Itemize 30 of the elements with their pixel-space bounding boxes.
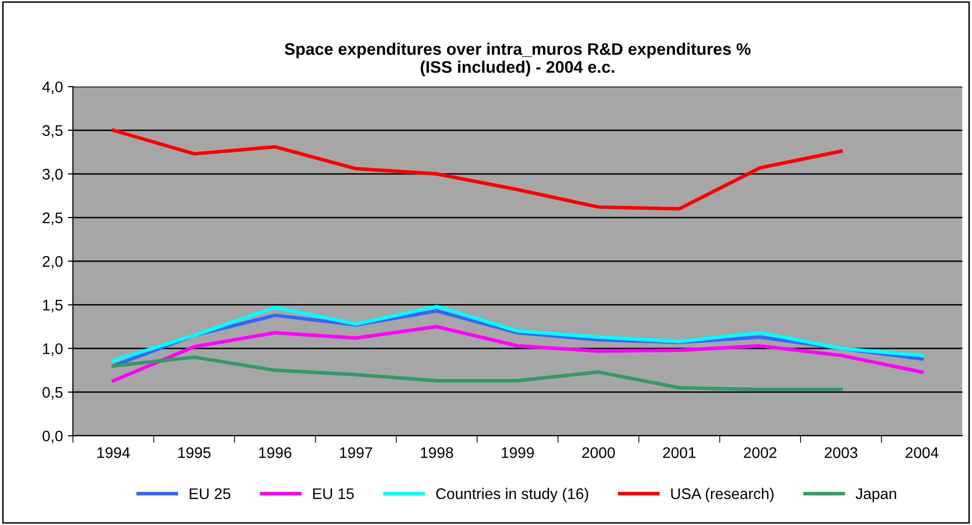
x-tick-label: 1998 xyxy=(420,447,454,458)
y-tick-label: 2,0 xyxy=(42,256,63,269)
x-tick-label: 2002 xyxy=(744,447,776,458)
x-tick-label: 2003 xyxy=(824,447,858,458)
x-tick-label: 1996 xyxy=(259,447,292,458)
y-tick-label: 0,0 xyxy=(42,430,63,444)
legend-label: Countries in study (16) xyxy=(436,488,588,502)
line-series xyxy=(112,355,843,392)
x-tick-label: 1999 xyxy=(502,447,534,458)
y-tick-label: 0,5 xyxy=(42,386,63,400)
y-tick-label: 4,0 xyxy=(42,81,63,94)
x-tick-label: 2000 xyxy=(582,447,615,458)
y-tick-label: 2,5 xyxy=(42,212,63,226)
x-tick-label: 2001 xyxy=(663,447,696,458)
legend-label: Japan xyxy=(856,488,896,502)
line-series xyxy=(112,304,924,362)
y-tick-label: 3,0 xyxy=(42,168,63,182)
y-tick-label: 1,0 xyxy=(43,343,63,356)
x-tick-label: 1997 xyxy=(340,447,372,458)
x-tick-label: 1995 xyxy=(178,447,211,458)
legend-label: EU 15 xyxy=(313,488,354,500)
legend-label: EU 25 xyxy=(190,488,230,500)
legend-label: USA (research) xyxy=(671,488,774,502)
line-series xyxy=(112,128,843,211)
chart-title: Space expenditures over intra_muros R&D expenditures % (ISS included) - 2004 e.c. xyxy=(284,42,751,76)
line-series xyxy=(112,324,924,382)
y-tick-label: 1,5 xyxy=(43,300,63,312)
y-tick-label: 3,5 xyxy=(42,125,63,138)
x-tick-label: 2004 xyxy=(906,447,938,458)
x-tick-label: 1994 xyxy=(98,447,130,458)
